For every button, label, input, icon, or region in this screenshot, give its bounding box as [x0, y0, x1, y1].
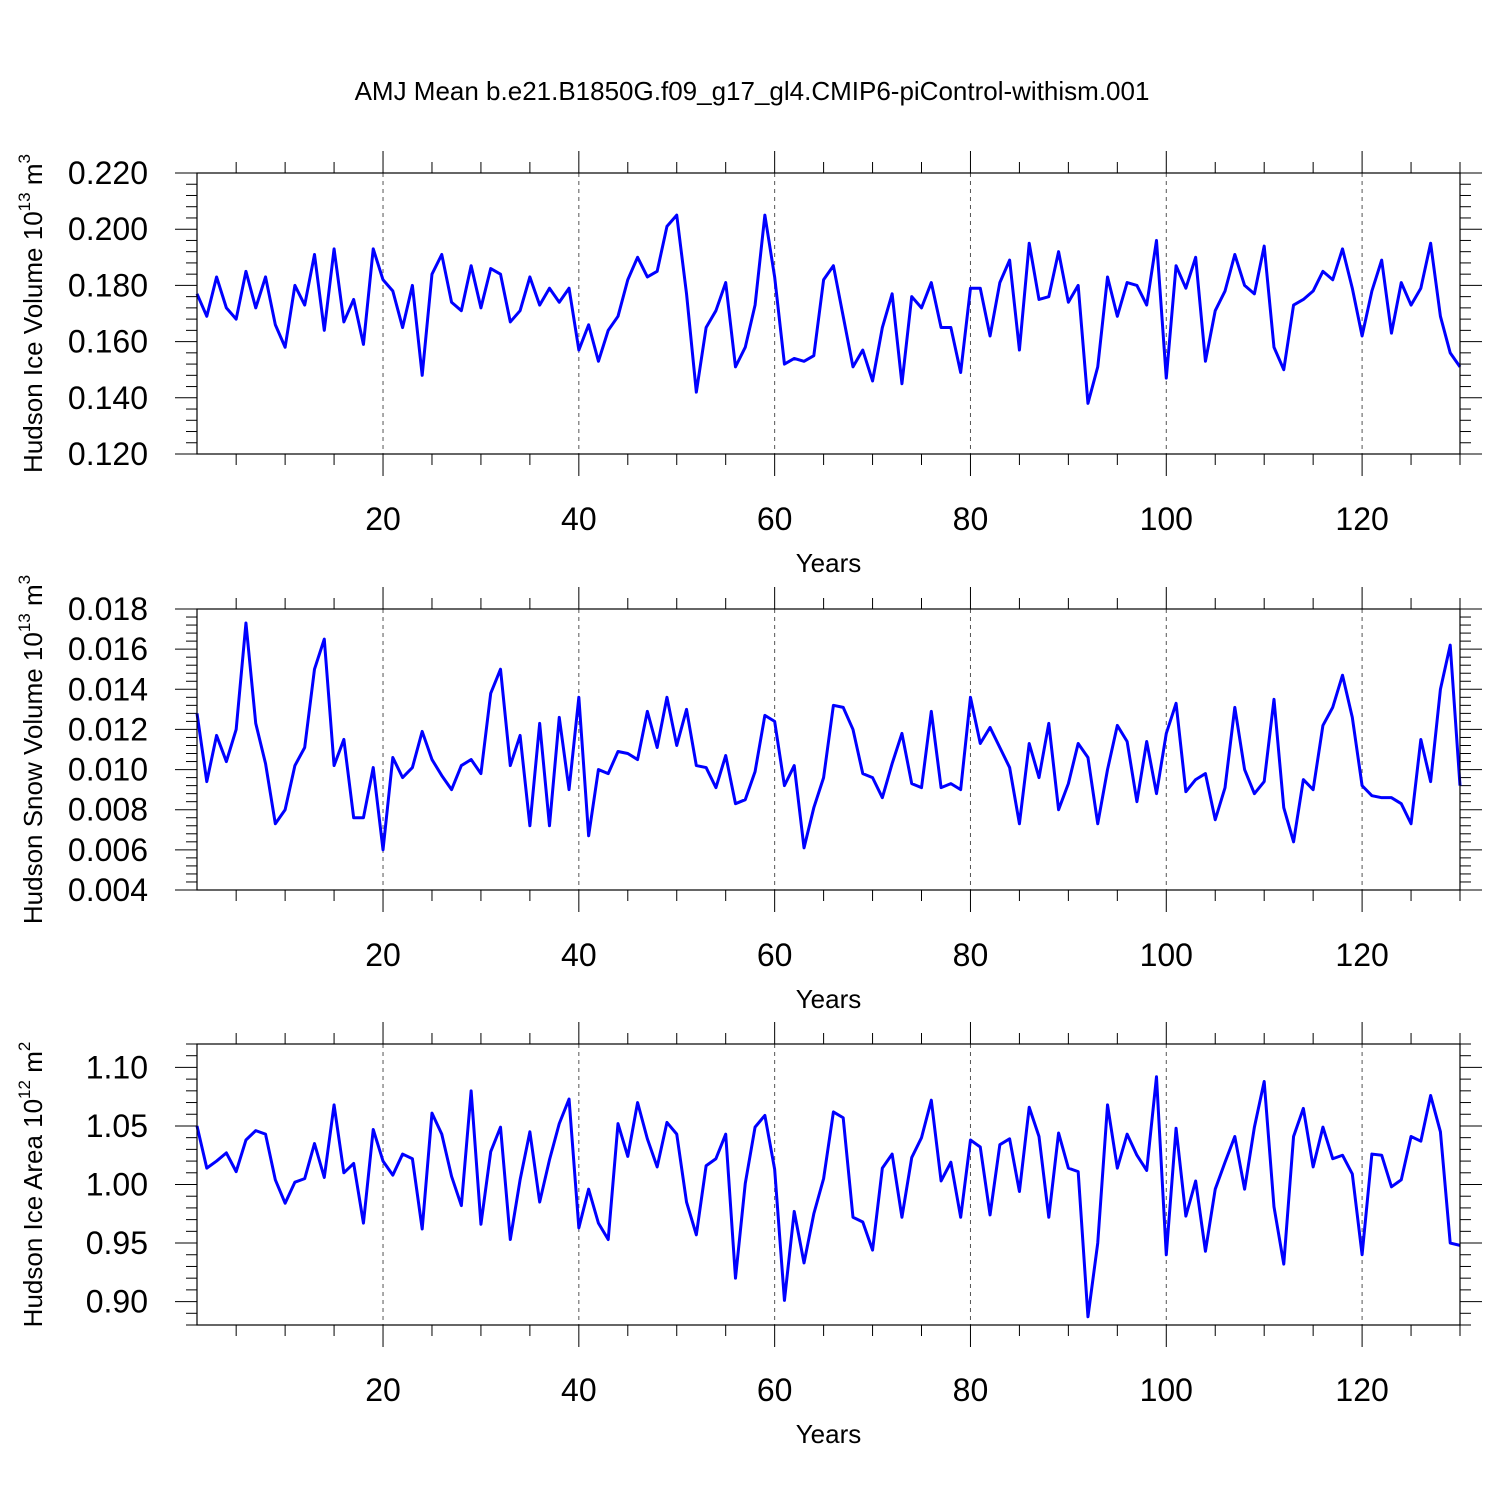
x-tick-label: 20	[365, 937, 401, 973]
x-tick-label: 120	[1335, 1372, 1388, 1408]
x-tick-label: 20	[365, 501, 401, 537]
plot-frame	[196, 608, 1461, 891]
y-axis-label: Hudson Ice Volume 1013 m3	[15, 154, 48, 473]
x-tick-label: 120	[1335, 501, 1388, 537]
y-tick-label: 0.004	[68, 872, 148, 908]
x-axis-label: Years	[796, 984, 862, 1014]
x-tick-label: 80	[953, 1372, 989, 1408]
y-tick-label: 0.018	[68, 591, 148, 627]
y-tick-label: 0.90	[86, 1284, 148, 1320]
x-axis-label: Years	[796, 1419, 862, 1449]
y-tick-label: 0.160	[68, 324, 148, 360]
x-tick-label: 40	[561, 937, 597, 973]
panel-snow-volume: 20 40 60 80 100 120 0.004 0.006 0.008 0.010 0.012 0…	[15, 575, 1482, 1014]
x-tick-label: 100	[1140, 501, 1193, 537]
x-tick-label: 80	[953, 937, 989, 973]
x-axis-label: Years	[796, 548, 862, 578]
chart-title: AMJ Mean b.e21.B1850G.f09_g17_gl4.CMIP6-…	[355, 76, 1150, 106]
x-tick-label: 40	[561, 501, 597, 537]
x-tick-label: 80	[953, 501, 989, 537]
y-tick-label: 0.120	[68, 436, 148, 472]
x-tick-label: 100	[1140, 937, 1193, 973]
y-tick-label: 1.00	[86, 1167, 148, 1203]
y-tick-label: 0.220	[68, 155, 148, 191]
data-series-line	[195, 213, 1462, 405]
x-tick-label: 60	[757, 1372, 793, 1408]
plot-frame	[196, 1043, 1461, 1326]
y-tick-label: 0.008	[68, 792, 148, 828]
y-tick-label: 0.140	[68, 380, 148, 416]
panel-ice-area: 20 40 60 80 100 120 0.90 0.95 1.00 1.05 1.10 Years H…	[15, 1022, 1482, 1449]
x-tick-label: 40	[561, 1372, 597, 1408]
y-tick-label: 0.006	[68, 832, 148, 868]
x-tick-label: 100	[1140, 1372, 1193, 1408]
y-axis-label: Hudson Ice Area 1012 m2	[15, 1042, 48, 1328]
data-series-line	[195, 621, 1462, 852]
x-tick-label: 60	[757, 937, 793, 973]
plot-frame	[196, 172, 1461, 455]
y-tick-label: 0.200	[68, 211, 148, 247]
y-tick-label: 0.012	[68, 711, 148, 747]
x-tick-label: 20	[365, 1372, 401, 1408]
y-tick-label: 0.95	[86, 1225, 148, 1261]
y-tick-label: 0.014	[68, 671, 148, 707]
panel-ice-volume: 20 40 60 80 100 120 0.120 0.140 0.160 0.180 0.200 0…	[15, 151, 1482, 578]
x-tick-label: 60	[757, 501, 793, 537]
y-tick-label: 0.016	[68, 631, 148, 667]
y-tick-label: 0.180	[68, 267, 148, 303]
y-tick-label: 0.010	[68, 752, 148, 788]
y-axis-label: Hudson Snow Volume 1013 m3	[15, 575, 48, 924]
y-tick-label: 1.10	[86, 1049, 148, 1085]
y-tick-label: 1.05	[86, 1108, 148, 1144]
data-series-line	[195, 1075, 1461, 1319]
x-tick-label: 120	[1335, 937, 1388, 973]
